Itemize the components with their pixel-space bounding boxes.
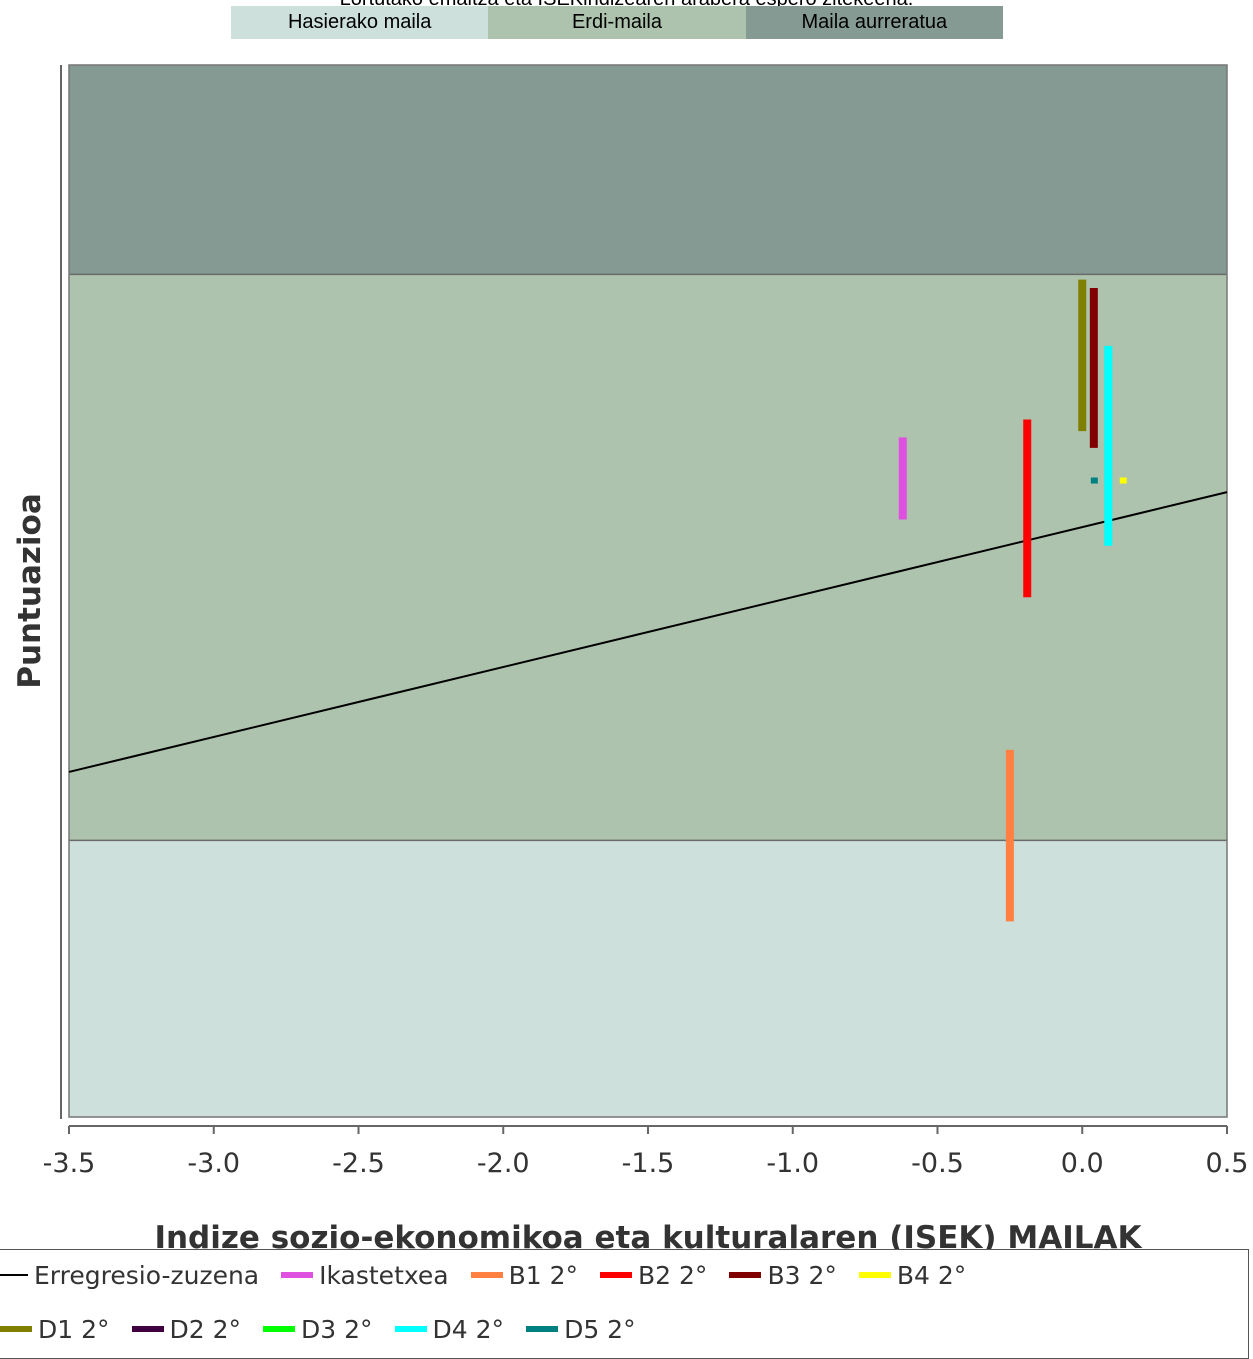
x-tick-label: -3.0 [187,1148,240,1179]
band-area-2 [69,65,1227,275]
plot-frame [68,64,1228,1118]
legend-label: B2 2° [638,1260,708,1290]
legend-row-2: D1 2° D2 2° D3 2° D4 2° D5 2° [0,1312,658,1346]
regression-line [68,491,1228,773]
legend-item-b1: B1 2° [470,1260,579,1290]
legend-swatch [281,1272,314,1278]
chart-title: Lortutako emaitza eta ISEKindizearen ara… [0,0,1253,11]
legend-swatch [0,1274,28,1276]
legend-item-b4: B4 2° [858,1260,967,1290]
legend-item-d4: D4 2° [394,1314,505,1344]
legend-swatch [394,1326,427,1332]
legend-label: B4 2° [896,1260,967,1290]
legend-item-regression: Erregresio-zuzena [0,1261,259,1290]
series-mark-d5-2 [1090,477,1098,484]
legend-item-d2: D2 2° [131,1314,242,1344]
x-tick-label: -1.5 [622,1148,675,1179]
legend-label: B1 2° [508,1260,579,1290]
x-tick-label: 0.5 [1206,1148,1249,1179]
legend-label: D2 2° [169,1314,242,1344]
legend-label: D5 2° [564,1314,636,1344]
legend-swatch [263,1326,296,1332]
band-area-1 [69,274,1227,841]
band-area-0 [69,840,1227,1117]
legend-label: B3 2° [767,1260,837,1290]
series-mark-b4-2 [1119,477,1127,484]
series-legend: Erregresio-zuzena Ikastetxea B1 2° B2 2°… [0,1249,1249,1359]
band-legend-hasierako: Hasierako maila [231,6,489,39]
legend-row-1: Erregresio-zuzena Ikastetxea B1 2° B2 2°… [0,1258,988,1292]
legend-item-b2: B2 2° [600,1261,707,1290]
x-tick-label: -2.0 [477,1148,530,1179]
legend-label: Erregresio-zuzena [34,1260,260,1290]
band-legend-erdi: Erdi-maila [488,6,746,39]
legend-item-d5: D5 2° [526,1315,636,1344]
bands-legend: Hasierako maila Erdi-maila Maila aurrera… [231,6,1003,39]
x-tick-label: -3.5 [43,1148,96,1179]
x-tick-label: -1.0 [766,1148,819,1179]
legend-item-ikastetxea: Ikastetxea [281,1260,449,1290]
legend-label: D4 2° [432,1314,505,1344]
legend-label: D1 2° [38,1314,110,1344]
legend-item-d1: D1 2° [0,1315,110,1344]
legend-label: D3 2° [301,1314,373,1344]
legend-item-d3: D3 2° [263,1315,373,1344]
legend-swatch [858,1272,891,1278]
legend-swatch [600,1272,633,1278]
x-tick-label: -0.5 [911,1148,964,1179]
legend-swatch [470,1272,503,1278]
x-tick-label: 0.0 [1061,1148,1104,1179]
legend-swatch [729,1272,762,1278]
x-tick-label: -2.5 [332,1148,385,1179]
legend-item-b3: B3 2° [729,1260,837,1290]
legend-label: Ikastetxea [319,1260,449,1290]
legend-swatch [131,1326,164,1332]
legend-swatch [526,1326,559,1332]
band-legend-aurreratua: Maila aurreratua [745,6,1003,39]
y-axis-title: Puntuazioa [12,493,48,689]
legend-swatch [0,1326,32,1332]
